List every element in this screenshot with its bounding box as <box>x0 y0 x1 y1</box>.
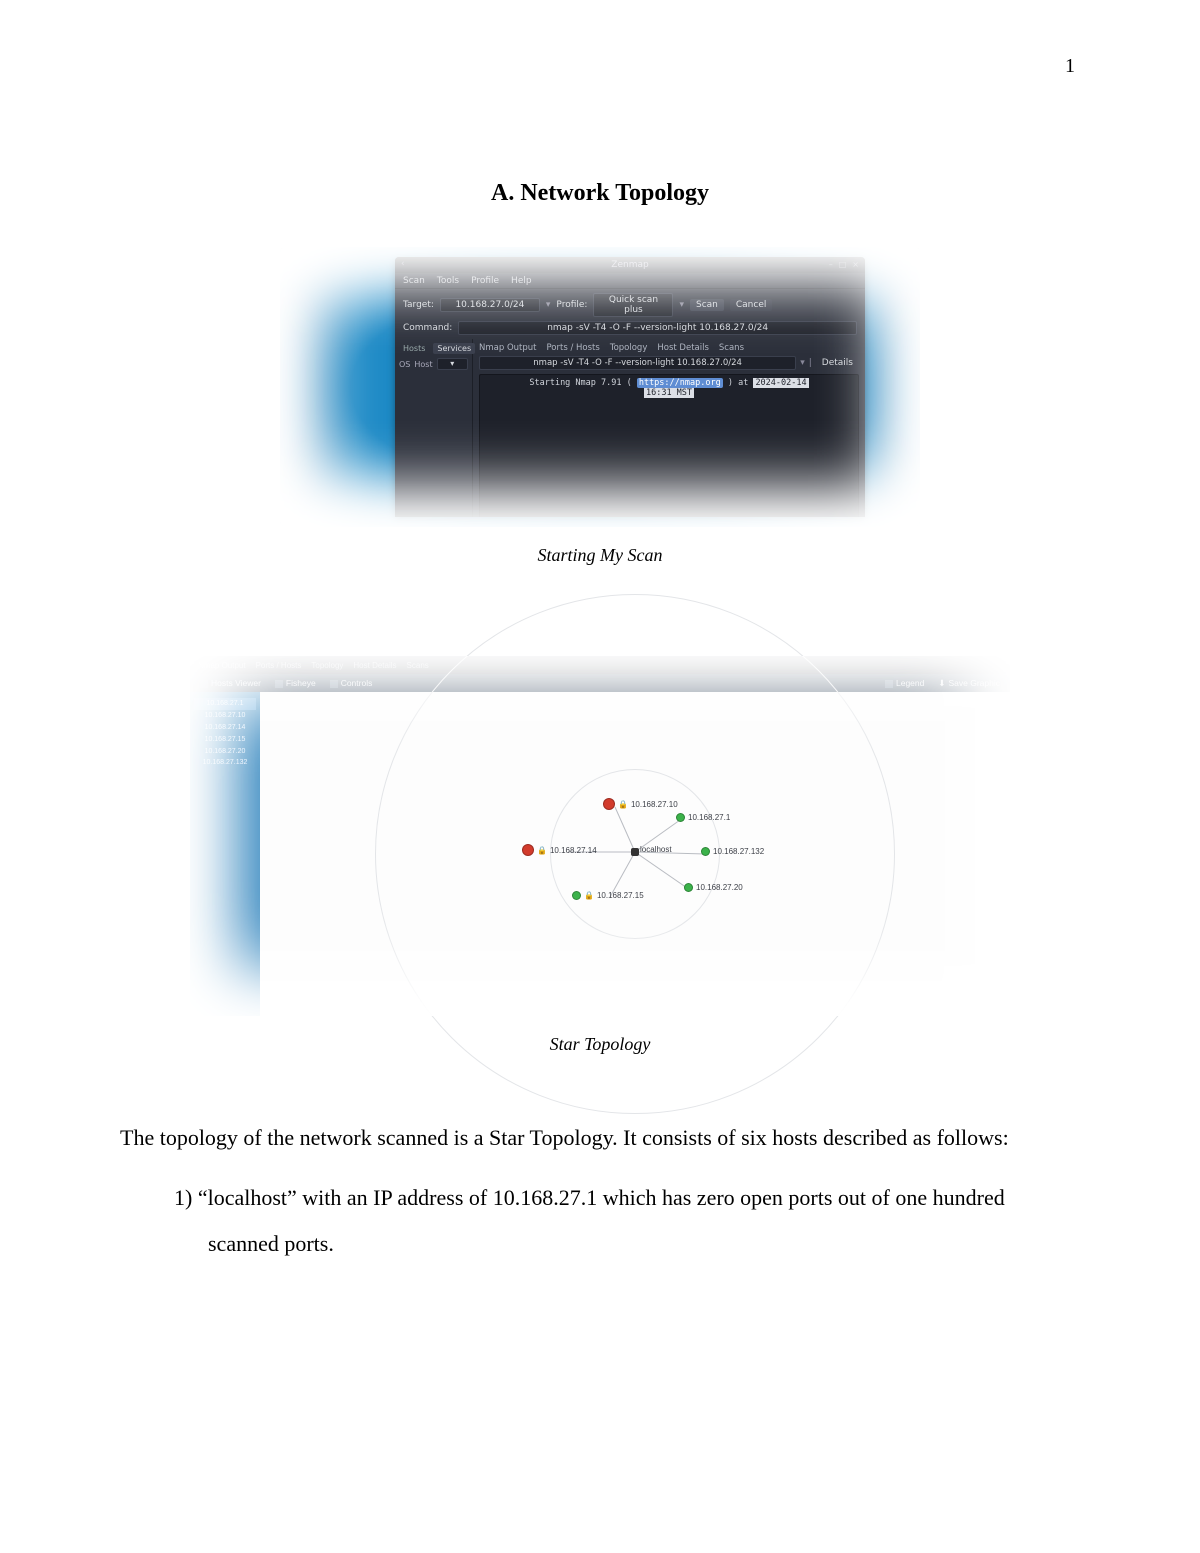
dropdown-icon[interactable]: ▾ <box>546 300 551 310</box>
topology-screenshot: Nmap Output Ports / Hosts Topology Host … <box>190 656 1010 1016</box>
tab-topology[interactable]: Topology <box>311 661 343 670</box>
figure-1-caption: Starting My Scan <box>120 545 1080 566</box>
menu-scan[interactable]: Scan <box>403 276 425 286</box>
back-icon: ‹ <box>401 259 405 269</box>
node-label: 10.168.27.14 <box>550 846 597 855</box>
window-title: Zenmap <box>611 260 648 270</box>
node-15[interactable]: 🔒 10.168.27.15 <box>572 891 644 900</box>
padlock-icon: 🔒 <box>584 891 594 900</box>
padlock-icon: 🔒 <box>537 846 547 855</box>
profile-input[interactable]: Quick scan plus <box>593 293 673 317</box>
node-20[interactable]: 10.168.27.20 <box>684 883 743 892</box>
tab-scans[interactable]: Scans <box>407 661 429 670</box>
target-input[interactable]: 10.168.27.0/24 <box>440 298 540 312</box>
term-time: 16:31 MST <box>644 388 694 398</box>
command-input[interactable]: nmap -sV -T4 -O -F --version-light 10.16… <box>458 321 857 335</box>
tab-services[interactable]: Services <box>433 343 475 354</box>
os-label: OS <box>399 360 410 369</box>
tab-scans[interactable]: Scans <box>719 343 744 353</box>
host-item[interactable]: 10.168.27.10 <box>205 712 246 719</box>
tab-host-details[interactable]: Host Details <box>353 661 396 670</box>
node-14[interactable]: 🔒 10.168.27.14 <box>522 844 597 856</box>
close-icon[interactable]: × <box>852 260 859 269</box>
figure-1: ‹ Zenmap – □ × Scan Tools Profile Help T… <box>120 247 1080 566</box>
node-dot <box>572 891 581 900</box>
term-text: Starting Nmap 7.91 ( <box>529 378 636 388</box>
center-node[interactable] <box>631 848 639 856</box>
host-item[interactable]: 10.168.27.132 <box>203 759 248 766</box>
node-dot <box>522 844 534 856</box>
terminal-output: Starting Nmap 7.91 ( https://nmap.org ) … <box>479 374 859 517</box>
node-dot <box>701 847 710 856</box>
side-panel: Hosts Services OS Host ▾ <box>395 339 473 517</box>
padlock-icon: 🔒 <box>618 800 628 809</box>
legend-button[interactable]: Legend <box>885 678 924 688</box>
document-page: 1 A. Network Topology ‹ Zenmap – □ × Sca… <box>0 0 1200 1553</box>
minimize-icon[interactable]: – <box>829 260 833 269</box>
page-number: 1 <box>1065 55 1075 78</box>
zenmap-screenshot: ‹ Zenmap – □ × Scan Tools Profile Help T… <box>280 247 920 527</box>
node-132[interactable]: 10.168.27.132 <box>701 847 764 856</box>
topology-canvas[interactable]: localhost 🔒 10.168.27.10 10.168.27.1 10.… <box>260 692 1010 1016</box>
window-titlebar: ‹ Zenmap – □ × <box>395 257 865 273</box>
maximize-icon[interactable]: □ <box>839 260 847 269</box>
zenmap-window: ‹ Zenmap – □ × Scan Tools Profile Help T… <box>395 257 865 517</box>
dropdown-icon[interactable]: ▾ <box>800 358 805 368</box>
host-item[interactable]: 10.168.27.14 <box>205 724 246 731</box>
node-label: 10.168.27.15 <box>597 891 644 900</box>
tab-ports-hosts[interactable]: Ports / Hosts <box>256 661 302 670</box>
node-label: 10.168.27.132 <box>713 847 764 856</box>
controls-button[interactable]: Controls <box>330 678 373 688</box>
tab-nmap-output[interactable]: Nmap Output <box>479 343 536 353</box>
menu-bar: Scan Tools Profile Help <box>395 273 865 289</box>
node-label: 10.168.27.10 <box>631 800 678 809</box>
menu-profile[interactable]: Profile <box>471 276 499 286</box>
profile-label: Profile: <box>556 300 587 310</box>
tab-topology[interactable]: Topology <box>610 343 648 353</box>
node-10[interactable]: 🔒 10.168.27.10 <box>603 798 678 810</box>
scan-button[interactable]: Scan <box>690 299 724 311</box>
main-panel: Nmap Output Ports / Hosts Topology Host … <box>473 339 865 517</box>
menu-help[interactable]: Help <box>511 276 532 286</box>
node-dot <box>676 813 685 822</box>
host-item[interactable]: 10.168.27.20 <box>205 748 246 755</box>
figure-2: Nmap Output Ports / Hosts Topology Host … <box>120 656 1080 1055</box>
section-heading: A. Network Topology <box>120 180 1080 207</box>
divider: | <box>809 358 812 368</box>
tab-host-details[interactable]: Host Details <box>657 343 709 353</box>
command-row: Command: nmap -sV -T4 -O -F --version-li… <box>395 321 865 339</box>
target-row: Target: 10.168.27.0/24 ▾ Profile: Quick … <box>395 289 865 321</box>
list-item-1: 1) “localhost” with an IP address of 10.… <box>174 1175 1080 1267</box>
host-item[interactable]: 10.168.27.1 <box>194 698 256 710</box>
node-dot <box>684 883 693 892</box>
paragraph: The topology of the network scanned is a… <box>120 1115 1080 1161</box>
term-text: ) at <box>723 378 754 388</box>
term-url: https://nmap.org <box>637 378 723 388</box>
node-dot <box>603 798 615 810</box>
cancel-button[interactable]: Cancel <box>730 299 773 311</box>
output-tabs: Nmap Output Ports / Hosts Topology Host … <box>479 343 859 353</box>
body-text: The topology of the network scanned is a… <box>120 1115 1080 1268</box>
menu-tools[interactable]: Tools <box>437 276 459 286</box>
host-filter[interactable]: ▾ <box>437 358 468 370</box>
details-button[interactable]: Details <box>816 357 859 369</box>
host-item[interactable]: 10.168.27.15 <box>205 736 246 743</box>
center-label: localhost <box>640 845 672 854</box>
term-date: 2024-02-14 <box>753 378 808 388</box>
host-list: 10.168.27.1 10.168.27.10 10.168.27.14 10… <box>190 692 260 1016</box>
hosts-viewer-button[interactable]: Hosts Viewer <box>200 678 261 688</box>
node-label: 10.168.27.20 <box>696 883 743 892</box>
dropdown-icon[interactable]: ▾ <box>679 300 684 310</box>
tab-hosts[interactable]: Hosts <box>399 343 429 354</box>
host-label: Host <box>414 360 432 369</box>
fisheye-button[interactable]: Fisheye <box>275 678 316 688</box>
node-1[interactable]: 10.168.27.1 <box>676 813 730 822</box>
tab-ports-hosts[interactable]: Ports / Hosts <box>546 343 599 353</box>
command-label: Command: <box>403 323 452 333</box>
tab-nmap-output[interactable]: Nmap Output <box>198 661 246 670</box>
node-label: 10.168.27.1 <box>688 813 730 822</box>
save-graphic-button[interactable]: ⬇Save Graphic <box>938 678 1000 689</box>
target-label: Target: <box>403 300 434 310</box>
output-command[interactable]: nmap -sV -T4 -O -F --version-light 10.16… <box>479 356 796 370</box>
